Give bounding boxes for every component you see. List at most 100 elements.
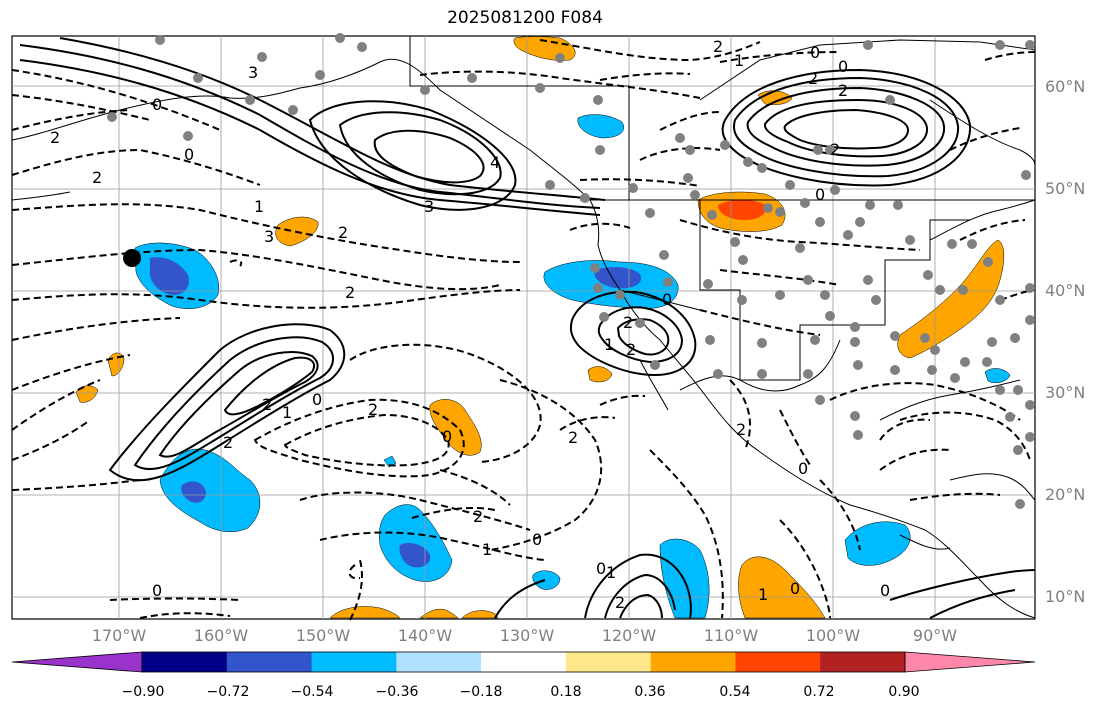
contour-label: 0 [442, 427, 452, 446]
colorbar-segment [226, 652, 313, 672]
contour-label: 2 [808, 69, 818, 88]
contour-label: 1 [282, 403, 292, 422]
contour-label: 2 [713, 37, 723, 56]
darkblue-region-south-pacific [399, 543, 431, 568]
contour-label: 2 [262, 395, 272, 414]
contour-label: 2 [473, 507, 483, 526]
contour-label: 0 [815, 185, 825, 204]
colorbar-tick-label: 0.54 [719, 684, 751, 700]
contour-label: 1 [606, 563, 616, 582]
colorbar-segment [820, 652, 906, 672]
colorbar-segment [142, 652, 228, 672]
colorbar-tick-label: −0.72 [206, 684, 250, 700]
red-region-great-plains [718, 199, 766, 220]
orange-region-tropical [738, 556, 826, 619]
colorbar-tick-label: −0.90 [121, 684, 165, 700]
colorbar-high-arrow [904, 651, 1036, 673]
contour-label: 0 [798, 459, 808, 478]
blue-region-south-pacific [378, 504, 453, 582]
contour-label: 1 [482, 540, 492, 559]
map-title: 2025081200 F084 [447, 8, 603, 28]
colorbar [11, 651, 1036, 673]
darkblue-region-california [594, 266, 642, 289]
blue-region-tiny-pacific [532, 570, 561, 590]
contour-label: 0 [810, 43, 820, 62]
map-panel: 3 0 2 2 0 2 1 3 2 2 1 0 2 3 4 2 0 0 1 2 … [11, 33, 1036, 621]
colorbar-tick-label: −0.36 [375, 684, 419, 700]
longitude-label: 140°W [397, 626, 453, 645]
latitude-label: 20°N [1045, 485, 1086, 504]
contour-label: 1 [758, 585, 768, 604]
contour-label: 1 [604, 335, 614, 354]
contour-label: 3 [264, 227, 274, 246]
contour-label: 1 [734, 51, 744, 70]
contour-label: 4 [490, 153, 500, 172]
longitude-label: 160°W [193, 626, 249, 645]
orange-region-east-us [897, 239, 1005, 359]
contour-label: 2 [838, 81, 848, 100]
contour-label: 2 [626, 340, 636, 359]
contour-label: 0 [662, 290, 672, 309]
colorbar-tick-label: 0.90 [888, 684, 920, 700]
orange-region-baja [587, 366, 613, 383]
contour-label: 2 [50, 128, 60, 147]
darkblue-region-west-pacific [149, 257, 189, 295]
contour-label: 0 [312, 390, 322, 409]
contour-label: 2 [338, 223, 348, 242]
contour-label: 0 [838, 57, 848, 76]
latitude-label: 40°N [1045, 281, 1086, 300]
latitude-label: 30°N [1045, 383, 1086, 402]
colorbar-tick-label: 0.36 [634, 684, 666, 700]
colorbar-tick-label: 0.72 [803, 684, 835, 700]
latitude-label: 60°N [1045, 77, 1086, 96]
longitude-label: 110°W [703, 626, 759, 645]
contour-label: 2 [568, 428, 578, 447]
latitude-label: 50°N [1045, 179, 1086, 198]
contour-label: 2 [830, 140, 840, 159]
contour-label: 0 [880, 581, 890, 600]
blue-region-atlantic [984, 368, 1011, 383]
blue-region-small [383, 455, 397, 468]
orange-region-south-edge [329, 606, 401, 619]
colorbar-segment [565, 652, 652, 672]
contour-label: 1 [254, 197, 264, 216]
colorbar-segment [481, 652, 567, 672]
colorbar-segment [311, 652, 397, 672]
contour-label: 0 [184, 145, 194, 164]
colorbar-low-arrow [11, 651, 143, 673]
contour-label: 2 [623, 313, 633, 332]
orange-region-south-edge-3 [461, 610, 499, 619]
contour-label: 3 [424, 197, 434, 216]
colorbar-segment [735, 652, 821, 672]
longitude-label: 90°W [912, 626, 958, 645]
longitude-label: 170°W [91, 626, 147, 645]
contour-label: 2 [345, 283, 355, 302]
contour-label: 0 [532, 530, 542, 549]
blue-region-central-america [844, 521, 911, 566]
darkblue-region-southwest-pacific [181, 481, 206, 503]
dashed-contours [11, 39, 1036, 621]
station-dots [107, 33, 1035, 509]
contour-label: 2 [92, 168, 102, 187]
blue-region-pacific-northwest [577, 114, 624, 139]
contour-label: 3 [248, 63, 258, 82]
longitude-label: 100°W [805, 626, 861, 645]
longitude-label: 150°W [295, 626, 351, 645]
location-marker [123, 249, 141, 267]
latitude-label: 10°N [1045, 587, 1086, 606]
contour-value-labels: 3 0 2 2 0 2 1 3 2 2 1 0 2 3 4 2 0 0 1 2 … [50, 37, 890, 612]
contour-label: 0 [790, 579, 800, 598]
contour-label: 2 [736, 420, 746, 439]
contour-label: 2 [223, 433, 233, 452]
colorbar-segment [396, 652, 482, 672]
contour-label: 0 [596, 559, 606, 578]
longitude-label: 120°W [601, 626, 657, 645]
colorbar-frame [141, 651, 906, 673]
colorbar-tick-label: 0.18 [550, 684, 582, 700]
contour-label: 2 [368, 400, 378, 419]
contour-label: 0 [152, 581, 162, 600]
contour-label: 2 [615, 593, 625, 612]
colorbar-tick-label: −0.18 [459, 684, 503, 700]
longitude-label: 130°W [499, 626, 555, 645]
